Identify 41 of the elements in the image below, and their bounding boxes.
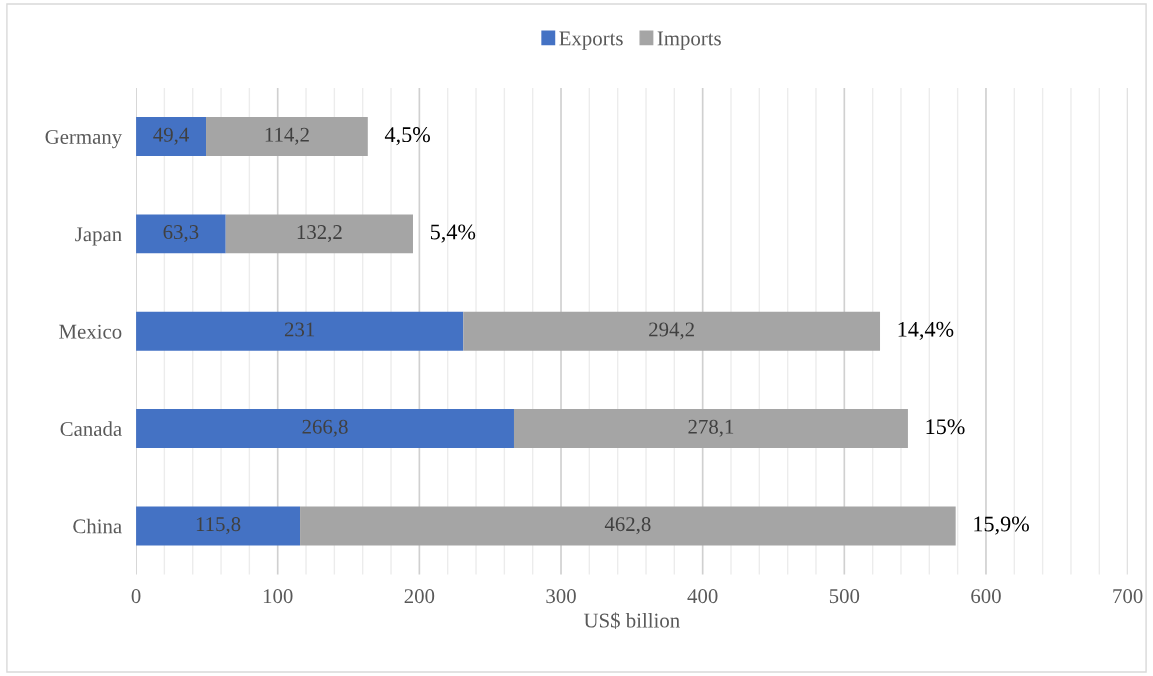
bar (463, 311, 881, 351)
x-tick-label: 600 (971, 589, 1001, 604)
y-tick-label: Canada (60, 421, 122, 437)
x-tick-label: 400 (687, 589, 718, 604)
bar (136, 117, 207, 157)
x-tick-label: 0 (131, 589, 141, 604)
data-label: 114,2 (265, 127, 309, 145)
x-tick-label: 100 (263, 589, 293, 604)
y-tick-label: Germany (45, 129, 123, 149)
y-tick-label: Japan (75, 227, 122, 246)
x-tick-label: 200 (404, 589, 435, 604)
x-tick-label: 300 (546, 589, 576, 604)
annotation: 14,4% (898, 321, 954, 340)
annotation: 5,4% (430, 224, 476, 243)
bar (206, 117, 368, 157)
bar (300, 506, 956, 546)
x-axis-title: US$ billion (583, 612, 680, 629)
annotation: 15,9% (974, 516, 1029, 535)
data-label: 294,2 (649, 322, 694, 340)
data-label: 115,8 (196, 517, 241, 535)
data-label: 231 (284, 322, 315, 337)
data-label: 132,2 (297, 225, 342, 243)
data-label: 278,1 (688, 419, 734, 437)
annotation: 4,5% (384, 127, 430, 146)
data-label: 63,3 (163, 225, 199, 243)
x-tick-label: 500 (829, 589, 860, 604)
bar (225, 214, 413, 254)
legend-label: Exports (559, 31, 623, 50)
legend-label: Imports (657, 31, 721, 50)
bar (513, 409, 908, 449)
annotation: 15% (926, 419, 965, 435)
y-tick-label: Mexico (59, 324, 122, 339)
data-label: 462,8 (604, 517, 651, 535)
bar (136, 506, 301, 546)
bar (136, 311, 464, 351)
y-tick-label: China (73, 518, 122, 534)
x-tick-label: 700 (1113, 589, 1143, 604)
data-label: 266,8 (302, 419, 348, 437)
bar (136, 214, 226, 254)
data-label: 49,4 (153, 127, 189, 145)
bar (136, 409, 514, 449)
